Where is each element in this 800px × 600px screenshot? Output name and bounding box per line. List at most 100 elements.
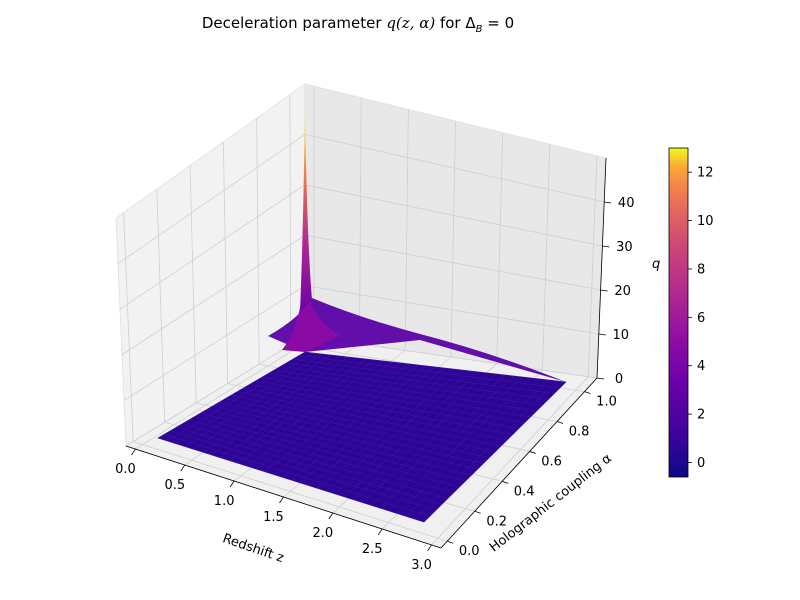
mesh-line [255,380,519,429]
x-tick-label: 0.5 [164,478,185,493]
grid-x-back [587,155,598,377]
mesh-line [237,391,501,447]
z-tick-label: 10 [613,328,630,343]
z-tick-label: 30 [616,240,633,255]
chart-title: Deceleration parameter q(z, α) for ΔB = … [201,14,515,35]
grid-x-back [404,109,409,351]
x-tick-mark [377,528,383,536]
y-tick-label: 1.0 [596,395,617,410]
grid-y-left [256,118,260,365]
grid-z-left [125,335,306,447]
axes: 0.0 0.5 1.0 1.5 2.0 2.5 3.0 0.0 0.2 0.4 0.6 0.8 1.0 0… [115,157,635,573]
mesh-line [274,369,537,412]
z-tick-mark [600,289,608,292]
z-axis-label: q [652,257,660,272]
x-tick-mark [328,512,334,520]
grid-x [431,376,589,546]
surface-rise [282,250,340,352]
x-tick-label: 2.0 [313,526,334,541]
mesh-line [268,373,531,418]
grid-y-left [189,165,197,403]
mesh-line [243,387,507,441]
grid-z-left [117,134,306,264]
x-tick-mark [131,448,136,456]
grid-z [304,184,603,247]
mesh-line [188,419,454,494]
grid-y-left [289,94,292,345]
mesh-line [225,398,490,459]
colorbar-gradient [668,147,689,478]
y-tick-mark [447,540,454,544]
z-tick-label: 20 [614,284,631,299]
x-tick-label: 1.5 [263,510,284,525]
y-tick-mark [502,480,509,484]
mesh-line [262,376,525,424]
x-tick-label: 0.0 [115,462,136,477]
grid-z [304,285,599,335]
surface [157,110,567,523]
grid-z [304,134,605,203]
mesh-line [200,412,466,482]
mesh-line [280,366,543,406]
colorbar-tick-label: 12 [697,166,714,181]
grid-z-left [121,234,306,356]
x-tick-mark [229,480,235,488]
mesh-line [164,434,430,517]
mesh-line [170,430,436,511]
z-axis-line [596,157,607,379]
x-tick-label: 1.0 [214,494,235,509]
y-tick-mark [529,451,536,454]
colorbar-tick-label: 4 [697,359,705,374]
colorbar-tick-label: 10 [697,214,714,229]
grid-y-left [123,212,134,442]
y-axis-line [440,377,598,549]
colorbar-tick-label: 6 [697,311,705,326]
y-tick-label: 0.6 [541,454,562,469]
x-tick-mark [279,496,284,504]
z-tick-label: 0 [615,372,623,387]
colorbar-ticks: 0 2 4 6 8 10 12 [688,166,714,471]
y-tick-mark [584,391,591,394]
z-tick-mark [598,333,606,336]
mesh-line [219,401,484,464]
colorbar-tick-label: 2 [697,408,705,423]
y-tick-mark [556,421,564,424]
y-tick-label: 0.4 [514,484,535,499]
grid-y-left [222,141,229,384]
grid-z-left [119,184,306,310]
x-tick-mark [180,464,186,472]
z-tick-mark [596,377,605,380]
grid-z [304,234,601,291]
y-tick-label: 0.8 [569,425,590,440]
grid-x [135,336,314,450]
colorbar-tick-label: 0 [697,456,705,471]
mesh-line [249,384,513,435]
x-tick-mark [427,544,432,552]
grid-z-left [123,285,306,401]
z-tick-mark [602,245,610,248]
x-tick-label: 2.5 [362,542,383,557]
mesh-line [176,427,442,505]
grid-x-back [450,120,456,358]
colorbar-tick-label: 8 [697,262,705,277]
mesh-line [286,362,549,400]
x-axis-line [125,445,442,549]
surface-mesh [164,352,561,520]
grid-x-back [542,144,551,371]
z-tick-label: 40 [618,196,635,211]
grid-x-back [496,132,504,364]
z-tick-mark [604,201,612,204]
y-tick-mark [474,510,481,514]
colorbar: 0 2 4 6 8 10 12 [668,147,714,478]
y-tick-label: 0.2 [486,514,507,529]
grid-y [133,441,448,542]
grid-y-left [156,189,166,423]
x-axis-label: Redshift z [221,531,286,566]
mesh-line [213,405,478,470]
surface-ridge [268,298,566,382]
mesh-line [298,355,561,389]
x-tick-label: 3.0 [411,558,432,573]
mesh-line [292,358,555,394]
mesh-line [206,409,472,476]
